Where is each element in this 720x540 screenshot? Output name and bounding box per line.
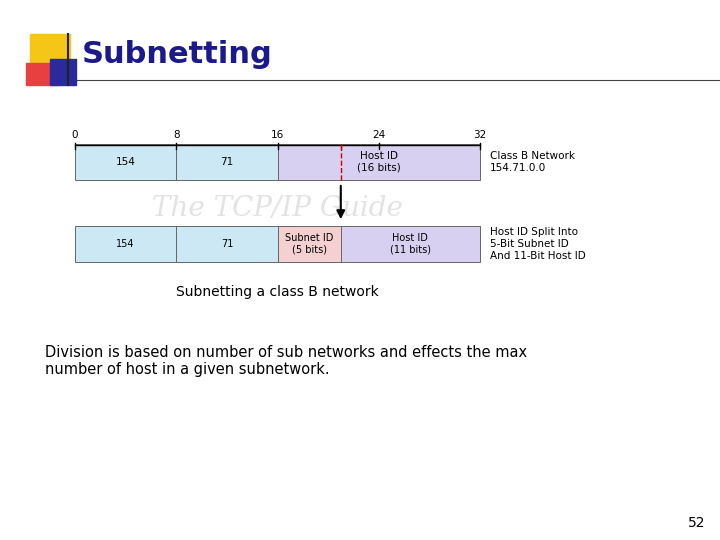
Text: Host ID Split Into
5-Bit Subnet ID
And 11-Bit Host ID: Host ID Split Into 5-Bit Subnet ID And 1… [490, 227, 586, 261]
Text: 71: 71 [220, 157, 233, 167]
Text: Class B Network
154.71.0.0: Class B Network 154.71.0.0 [490, 151, 575, 173]
Bar [277, 144, 480, 180]
Bar [26, 63, 58, 85]
Text: Subnetting a class B network: Subnetting a class B network [176, 285, 379, 299]
Text: 0: 0 [72, 130, 78, 140]
Text: Division is based on number of sub networks and effects the max
number of host i: Division is based on number of sub netwo… [45, 345, 527, 377]
Text: 71: 71 [221, 239, 233, 249]
Text: The TCP/IP Guide: The TCP/IP Guide [152, 194, 403, 221]
Text: 8: 8 [173, 130, 179, 140]
Bar [75, 226, 176, 262]
Bar [75, 144, 176, 180]
Bar [277, 226, 341, 262]
Text: 24: 24 [372, 130, 385, 140]
Text: 154: 154 [116, 157, 135, 167]
Text: Subnetting: Subnetting [82, 40, 273, 69]
Bar [341, 226, 480, 262]
Text: Subnet ID
(5 bits): Subnet ID (5 bits) [285, 233, 333, 255]
Bar [176, 226, 277, 262]
Text: 32: 32 [473, 130, 487, 140]
Text: Host ID
(11 bits): Host ID (11 bits) [390, 233, 431, 255]
Bar [176, 144, 277, 180]
Text: 16: 16 [271, 130, 284, 140]
Text: 52: 52 [688, 516, 705, 530]
Bar [30, 34, 70, 72]
Bar [50, 59, 76, 85]
Text: Host ID
(16 bits): Host ID (16 bits) [357, 151, 400, 173]
Text: 154: 154 [117, 239, 135, 249]
